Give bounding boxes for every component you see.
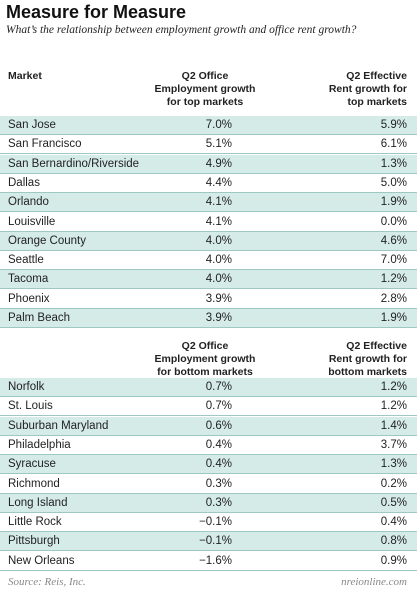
value: 1.2%	[380, 273, 407, 286]
value: 0.4%	[205, 458, 232, 471]
table-row: San Francisco 5.1% 6.1%	[0, 135, 417, 155]
value: 5.0%	[380, 176, 407, 189]
value: −1.6%	[199, 554, 232, 567]
value: 0.8%	[380, 535, 407, 548]
value: 3.9%	[205, 292, 232, 305]
table-row: Richmond 0.3% 0.2%	[0, 475, 417, 494]
value: 4.1%	[205, 196, 232, 209]
table-row: Philadelphia 0.4% 3.7%	[0, 436, 417, 455]
market: Dallas	[8, 176, 40, 189]
value: 0.4%	[205, 438, 232, 451]
value: 0.3%	[205, 496, 232, 509]
table-row: San Bernardino/Riverside 4.9% 1.3%	[0, 154, 417, 174]
market: Orange County	[8, 234, 86, 247]
value: 0.7%	[205, 400, 232, 413]
value: 0.0%	[380, 215, 407, 228]
market: St. Louis	[8, 400, 53, 413]
title: Measure for Measure	[6, 2, 187, 22]
value: 6.1%	[380, 138, 407, 151]
value: 0.3%	[205, 477, 232, 490]
market: San Bernardino/Riverside	[8, 157, 140, 170]
source: Source: Reis, Inc.	[8, 576, 86, 588]
value: 0.5%	[380, 496, 407, 509]
value: 1.4%	[380, 419, 407, 432]
table-row: Seattle 4.0% 7.0%	[0, 251, 417, 271]
column-header: Q2 Effective Rent growth for bottom mark…	[328, 340, 407, 378]
market: Pittsburgh	[8, 535, 60, 548]
subtitle: What’s the relationship between employme…	[6, 24, 357, 36]
market: Long Island	[8, 496, 68, 509]
table-row: St. Louis 0.7% 1.2%	[0, 397, 417, 417]
market: Little Rock	[8, 516, 62, 529]
table-row: Pittsburgh −0.1% 0.8%	[0, 532, 417, 552]
value: 1.3%	[380, 458, 407, 471]
column-header: Q2 Effective Rent growth for top markets	[328, 70, 407, 108]
value: 2.8%	[380, 292, 407, 305]
value: 0.6%	[205, 419, 232, 432]
table-row: Palm Beach 3.9% 1.9%	[0, 309, 417, 328]
table-row: Long Island 0.3% 0.5%	[0, 493, 417, 513]
market: Louisville	[8, 215, 56, 228]
market: Orlando	[8, 196, 49, 209]
column-header: Market	[8, 70, 42, 82]
market: San Francisco	[8, 138, 82, 151]
table-row: New Orleans −1.6% 0.9%	[0, 552, 417, 571]
value: 5.1%	[205, 138, 232, 151]
value: 0.4%	[380, 516, 407, 529]
table-row: Orlando 4.1% 1.9%	[0, 193, 417, 213]
site: nreionline.com	[341, 576, 407, 588]
value: −0.1%	[199, 535, 232, 548]
value: 1.3%	[380, 157, 407, 170]
value: 4.6%	[380, 234, 407, 247]
market: Norfolk	[8, 381, 45, 393]
value: 7.0%	[205, 119, 232, 131]
table-row: Louisville 4.1% 0.0%	[0, 213, 417, 232]
value: 0.2%	[380, 477, 407, 490]
market: Philadelphia	[8, 438, 71, 451]
table-row: Orange County 4.0% 4.6%	[0, 231, 417, 251]
market: Palm Beach	[8, 312, 71, 324]
value: 3.9%	[205, 312, 232, 324]
market: Tacoma	[8, 273, 49, 286]
table-row: Tacoma 4.0% 1.2%	[0, 270, 417, 290]
value: 0.7%	[205, 381, 232, 393]
market: Phoenix	[8, 292, 50, 305]
value: 1.2%	[380, 400, 407, 413]
market: Seattle	[8, 254, 44, 267]
column-header: Q2 Office Employment growth for top mark…	[154, 70, 256, 108]
market: Richmond	[8, 477, 60, 490]
value: 0.9%	[380, 554, 407, 567]
value: 4.0%	[205, 254, 232, 267]
table-row: Little Rock −0.1% 0.4%	[0, 513, 417, 533]
value: 1.2%	[380, 381, 407, 393]
market: Syracuse	[8, 458, 56, 471]
market: New Orleans	[8, 554, 75, 567]
value: 1.9%	[380, 196, 407, 209]
value: 4.4%	[205, 176, 232, 189]
table-row: Norfolk 0.7% 1.2%	[0, 378, 417, 397]
market: Suburban Maryland	[8, 419, 109, 432]
table-row: Suburban Maryland 0.6% 1.4%	[0, 416, 417, 436]
value: 4.0%	[205, 234, 232, 247]
value: 4.9%	[205, 157, 232, 170]
value: 5.9%	[380, 119, 407, 131]
table-row: Dallas 4.4% 5.0%	[0, 174, 417, 193]
value: 4.1%	[205, 215, 232, 228]
market: San Jose	[8, 119, 56, 131]
column-header: Q2 Office Employment growth for bottom m…	[154, 340, 256, 378]
table-row: San Jose 7.0% 5.9%	[0, 116, 417, 135]
value: 4.0%	[205, 273, 232, 286]
value: −0.1%	[199, 516, 232, 529]
value: 1.9%	[380, 312, 407, 324]
value: 3.7%	[380, 438, 407, 451]
table-row: Phoenix 3.9% 2.8%	[0, 290, 417, 309]
value: 7.0%	[380, 254, 407, 267]
table-row: Syracuse 0.4% 1.3%	[0, 455, 417, 475]
